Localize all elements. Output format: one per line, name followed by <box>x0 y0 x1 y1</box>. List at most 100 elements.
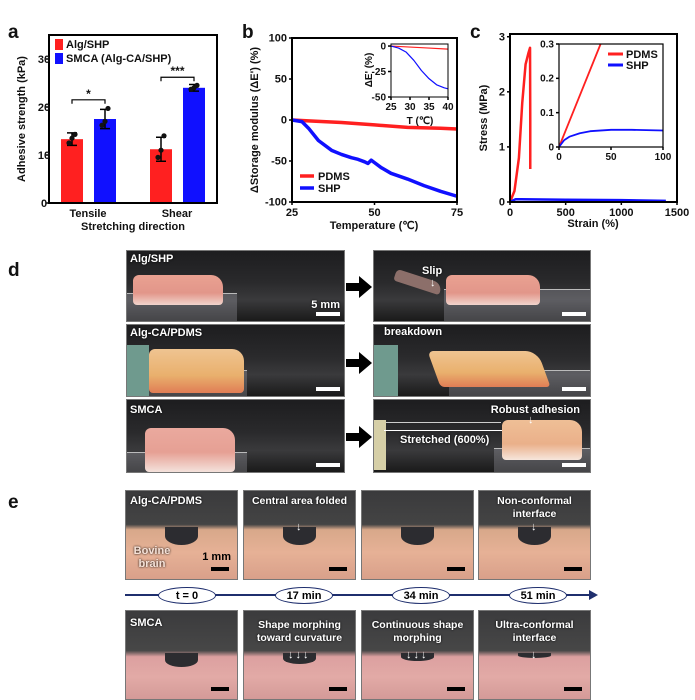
scale-bar <box>564 567 582 571</box>
adhesive-dip <box>517 527 552 545</box>
data-point <box>72 131 78 137</box>
b-inset-y-label: ΔE' (%) <box>364 53 375 88</box>
legend-label: Alg/SHP <box>66 39 109 51</box>
timeline-point: 51 min <box>509 587 567 604</box>
photo-alg-ca-pdms-3: Non-conformal interface ↓ <box>478 490 591 580</box>
scale-label: 5 mm <box>311 299 340 311</box>
caption: Ultra-conformal interface <box>495 619 574 644</box>
adhesive-dip <box>400 653 435 661</box>
data-point <box>99 122 105 128</box>
photo-alg-ca-pdms-2 <box>361 490 474 580</box>
b-y-tick-label: 50 <box>275 74 287 86</box>
b-x-tick-label: 75 <box>451 207 463 219</box>
photo-alg-shp-after: Slip ↓ <box>373 250 591 322</box>
caption: Continuous shape morphing <box>371 619 464 644</box>
data-point <box>66 140 72 146</box>
scale-bar <box>329 687 347 691</box>
legend-label: PDMS <box>318 171 350 183</box>
a-y-tick-label: 30 <box>38 54 50 66</box>
c-y-axis-label: Stress (MPa) <box>478 84 490 151</box>
scale-bar <box>329 567 347 571</box>
b-inset-x-tick-label: 30 <box>404 102 416 113</box>
significance-bracket <box>160 76 195 82</box>
arrow-down-icon: ↓↓↓ <box>406 649 429 661</box>
adhesive-dip <box>164 653 199 667</box>
b-inset-series-1 <box>390 45 449 90</box>
data-point <box>161 133 167 139</box>
panel-label-c: c <box>470 22 481 43</box>
panel-label-a: a <box>8 22 19 43</box>
b-inset-y-tick-label: -25 <box>372 67 387 78</box>
adhesive-dip <box>282 653 317 664</box>
arrow-right-icon <box>346 276 372 298</box>
adhesive-dip <box>282 527 317 545</box>
b-y-tick-label: -100 <box>265 197 287 209</box>
adhesive-dip <box>400 527 435 545</box>
data-point <box>69 135 75 141</box>
photo-smca-1: Shape morphing toward curvature ↓↓↓ <box>243 610 356 700</box>
bar-shear-1 <box>183 87 205 203</box>
arrow-down-icon: ↓ <box>528 414 534 426</box>
arrow-down-icon: ↓ <box>430 277 436 289</box>
arrow-right-icon <box>346 352 372 374</box>
inset-bg <box>391 44 448 97</box>
scale-label: 1 mm <box>202 551 231 563</box>
timeline-point: t = 0 <box>158 587 216 604</box>
c-inset-y-tick-label: 0.2 <box>540 74 554 85</box>
b-x-tick-label: 25 <box>286 207 298 219</box>
panel-label-b: b <box>242 22 254 43</box>
row-label: Alg-CA/PDMS <box>130 327 203 339</box>
inset-frame-b <box>390 43 449 98</box>
bar-tensile-1 <box>94 119 116 203</box>
plot-frame-a <box>48 34 218 204</box>
scale-bar <box>447 567 465 571</box>
a-y-tick-label: 20 <box>38 102 50 114</box>
data-point <box>194 82 200 88</box>
timeline-arrow-icon <box>589 590 598 600</box>
b-series-pdms <box>291 118 458 131</box>
photo-smca-before: SMCA <box>126 399 345 473</box>
c-inset-x-tick-label: 0 <box>556 152 562 163</box>
a-y-axis-label: Adhesive strength (kPa) <box>16 56 28 182</box>
data-point <box>158 147 164 153</box>
arrow-down-icon: ↓ <box>531 521 537 533</box>
b-inset-x-label: T (℃) <box>407 116 434 127</box>
photo-alg-ca-pdms-after: breakdown <box>373 324 591 397</box>
c-series-pdms <box>508 46 532 203</box>
b-series-shp <box>291 118 458 198</box>
caption: Central area folded <box>251 495 348 507</box>
b-inset-y-tick-label: 0 <box>380 41 386 52</box>
a-y-tick-label: 10 <box>38 150 50 162</box>
c-y-tick-label: 0 <box>499 197 505 209</box>
significance-label: *** <box>170 64 184 78</box>
b-inset-series-0 <box>390 45 449 50</box>
photo-smca-after: Robust adhesion ↓ Stretched (600%) <box>373 399 591 473</box>
plot-frame-b <box>291 37 458 203</box>
b-y-tick-label: -50 <box>271 156 287 168</box>
photo-alg-shp-before: Alg/SHP 5 mm <box>126 250 345 322</box>
row-label: SMCA <box>130 617 163 629</box>
b-y-tick-label: 0 <box>281 115 287 127</box>
legend-swatch <box>55 53 63 64</box>
c-inset-series-1 <box>558 128 664 148</box>
arrow-down-icon: ↓ <box>531 649 539 661</box>
c-y-tick-label: 3 <box>499 31 505 43</box>
c-x-tick-label: 500 <box>556 207 574 219</box>
photo-smca-2: Continuous shape morphing ↓↓↓ <box>361 610 474 700</box>
arrow-down-icon: ↓↓↓ <box>288 649 311 661</box>
scale-bar <box>211 687 229 691</box>
b-y-axis-label: ΔStorage modulus (ΔE') (%) <box>249 47 261 193</box>
b-inset-x-tick-label: 35 <box>423 102 435 113</box>
c-x-axis-label: Strain (%) <box>567 218 619 230</box>
c-inset-x-tick-label: 100 <box>655 152 672 163</box>
tissue <box>133 275 223 305</box>
b-inset-x-tick-label: 25 <box>385 102 397 113</box>
scale-bar <box>211 567 229 571</box>
a-x-tick-label: Tensile <box>69 208 106 220</box>
c-y-tick-label: 2 <box>499 87 505 99</box>
caption: Shape morphing toward curvature <box>256 619 343 644</box>
inset-frame-c <box>558 43 664 148</box>
scale-bar <box>564 687 582 691</box>
c-x-tick-label: 0 <box>507 207 513 219</box>
